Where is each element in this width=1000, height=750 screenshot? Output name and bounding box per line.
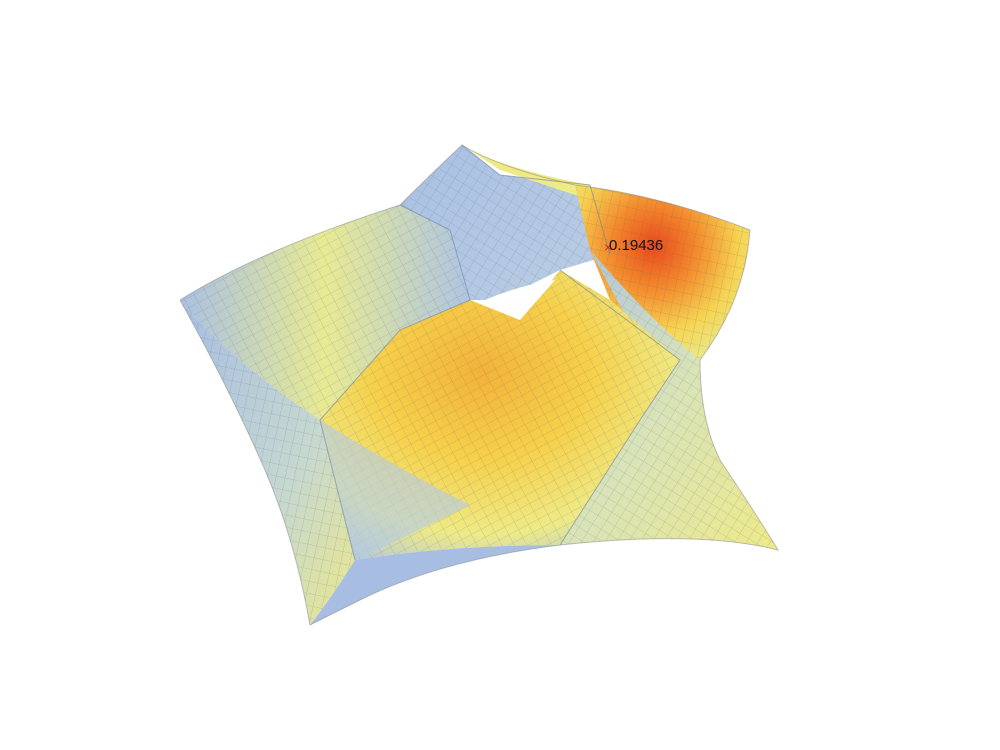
max-value-label: 0.19436 — [609, 237, 663, 254]
max-value-annotation: × 0.19436 — [604, 237, 663, 255]
max-value-marker: × — [604, 239, 612, 255]
surface-panel-bottom-left — [180, 300, 560, 625]
surface-opening — [485, 280, 555, 320]
surface-panel-left — [180, 205, 470, 420]
surface-panel-right — [560, 250, 778, 550]
surface-creases — [319, 144, 681, 561]
surface-panel-hotspot — [575, 185, 750, 360]
surface-outline — [179, 144, 780, 626]
